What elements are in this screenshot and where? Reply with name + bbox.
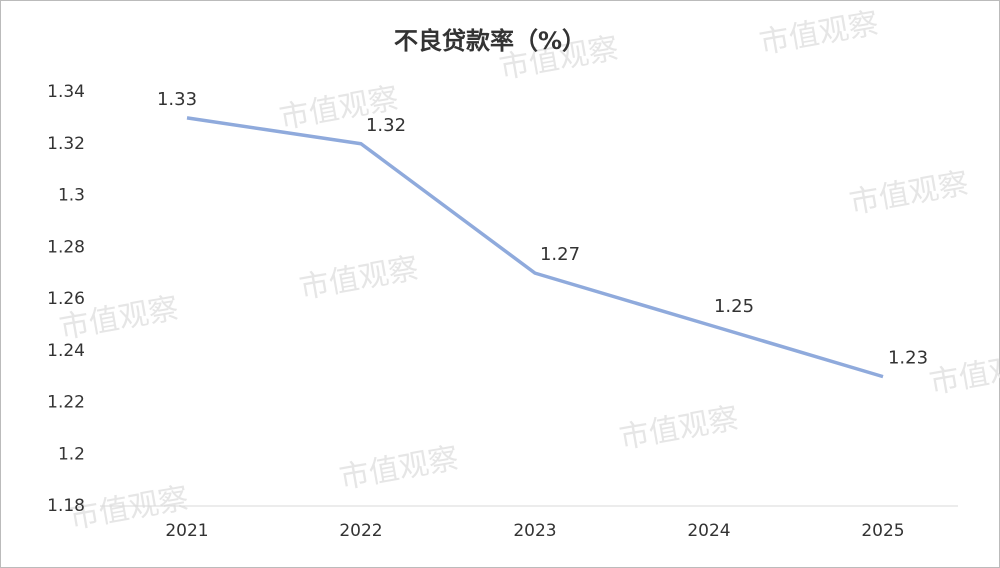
y-tick-label: 1.26 — [47, 289, 85, 309]
data-label: 1.25 — [714, 296, 754, 317]
data-label: 1.23 — [888, 348, 928, 369]
chart-title: 不良贷款率（%） — [394, 27, 586, 55]
y-tick-label: 1.24 — [47, 341, 85, 361]
y-tick-label: 1.32 — [47, 134, 85, 154]
x-tick-label: 2024 — [687, 521, 730, 541]
y-tick-label: 1.3 — [58, 186, 85, 206]
x-tick-label: 2022 — [339, 521, 382, 541]
x-tick-label: 2023 — [513, 521, 556, 541]
y-tick-label: 1.18 — [47, 496, 85, 516]
y-tick-label: 1.34 — [47, 82, 85, 102]
y-tick-label: 1.2 — [58, 444, 85, 464]
data-label: 1.33 — [157, 89, 197, 110]
x-tick-label: 2025 — [861, 521, 904, 541]
y-tick-label: 1.28 — [47, 237, 85, 257]
line — [186, 116, 884, 379]
y-tick-label: 1.22 — [47, 393, 85, 413]
x-tick-label: 2021 — [165, 521, 208, 541]
data-label: 1.32 — [366, 115, 406, 136]
data-label: 1.27 — [540, 244, 580, 265]
